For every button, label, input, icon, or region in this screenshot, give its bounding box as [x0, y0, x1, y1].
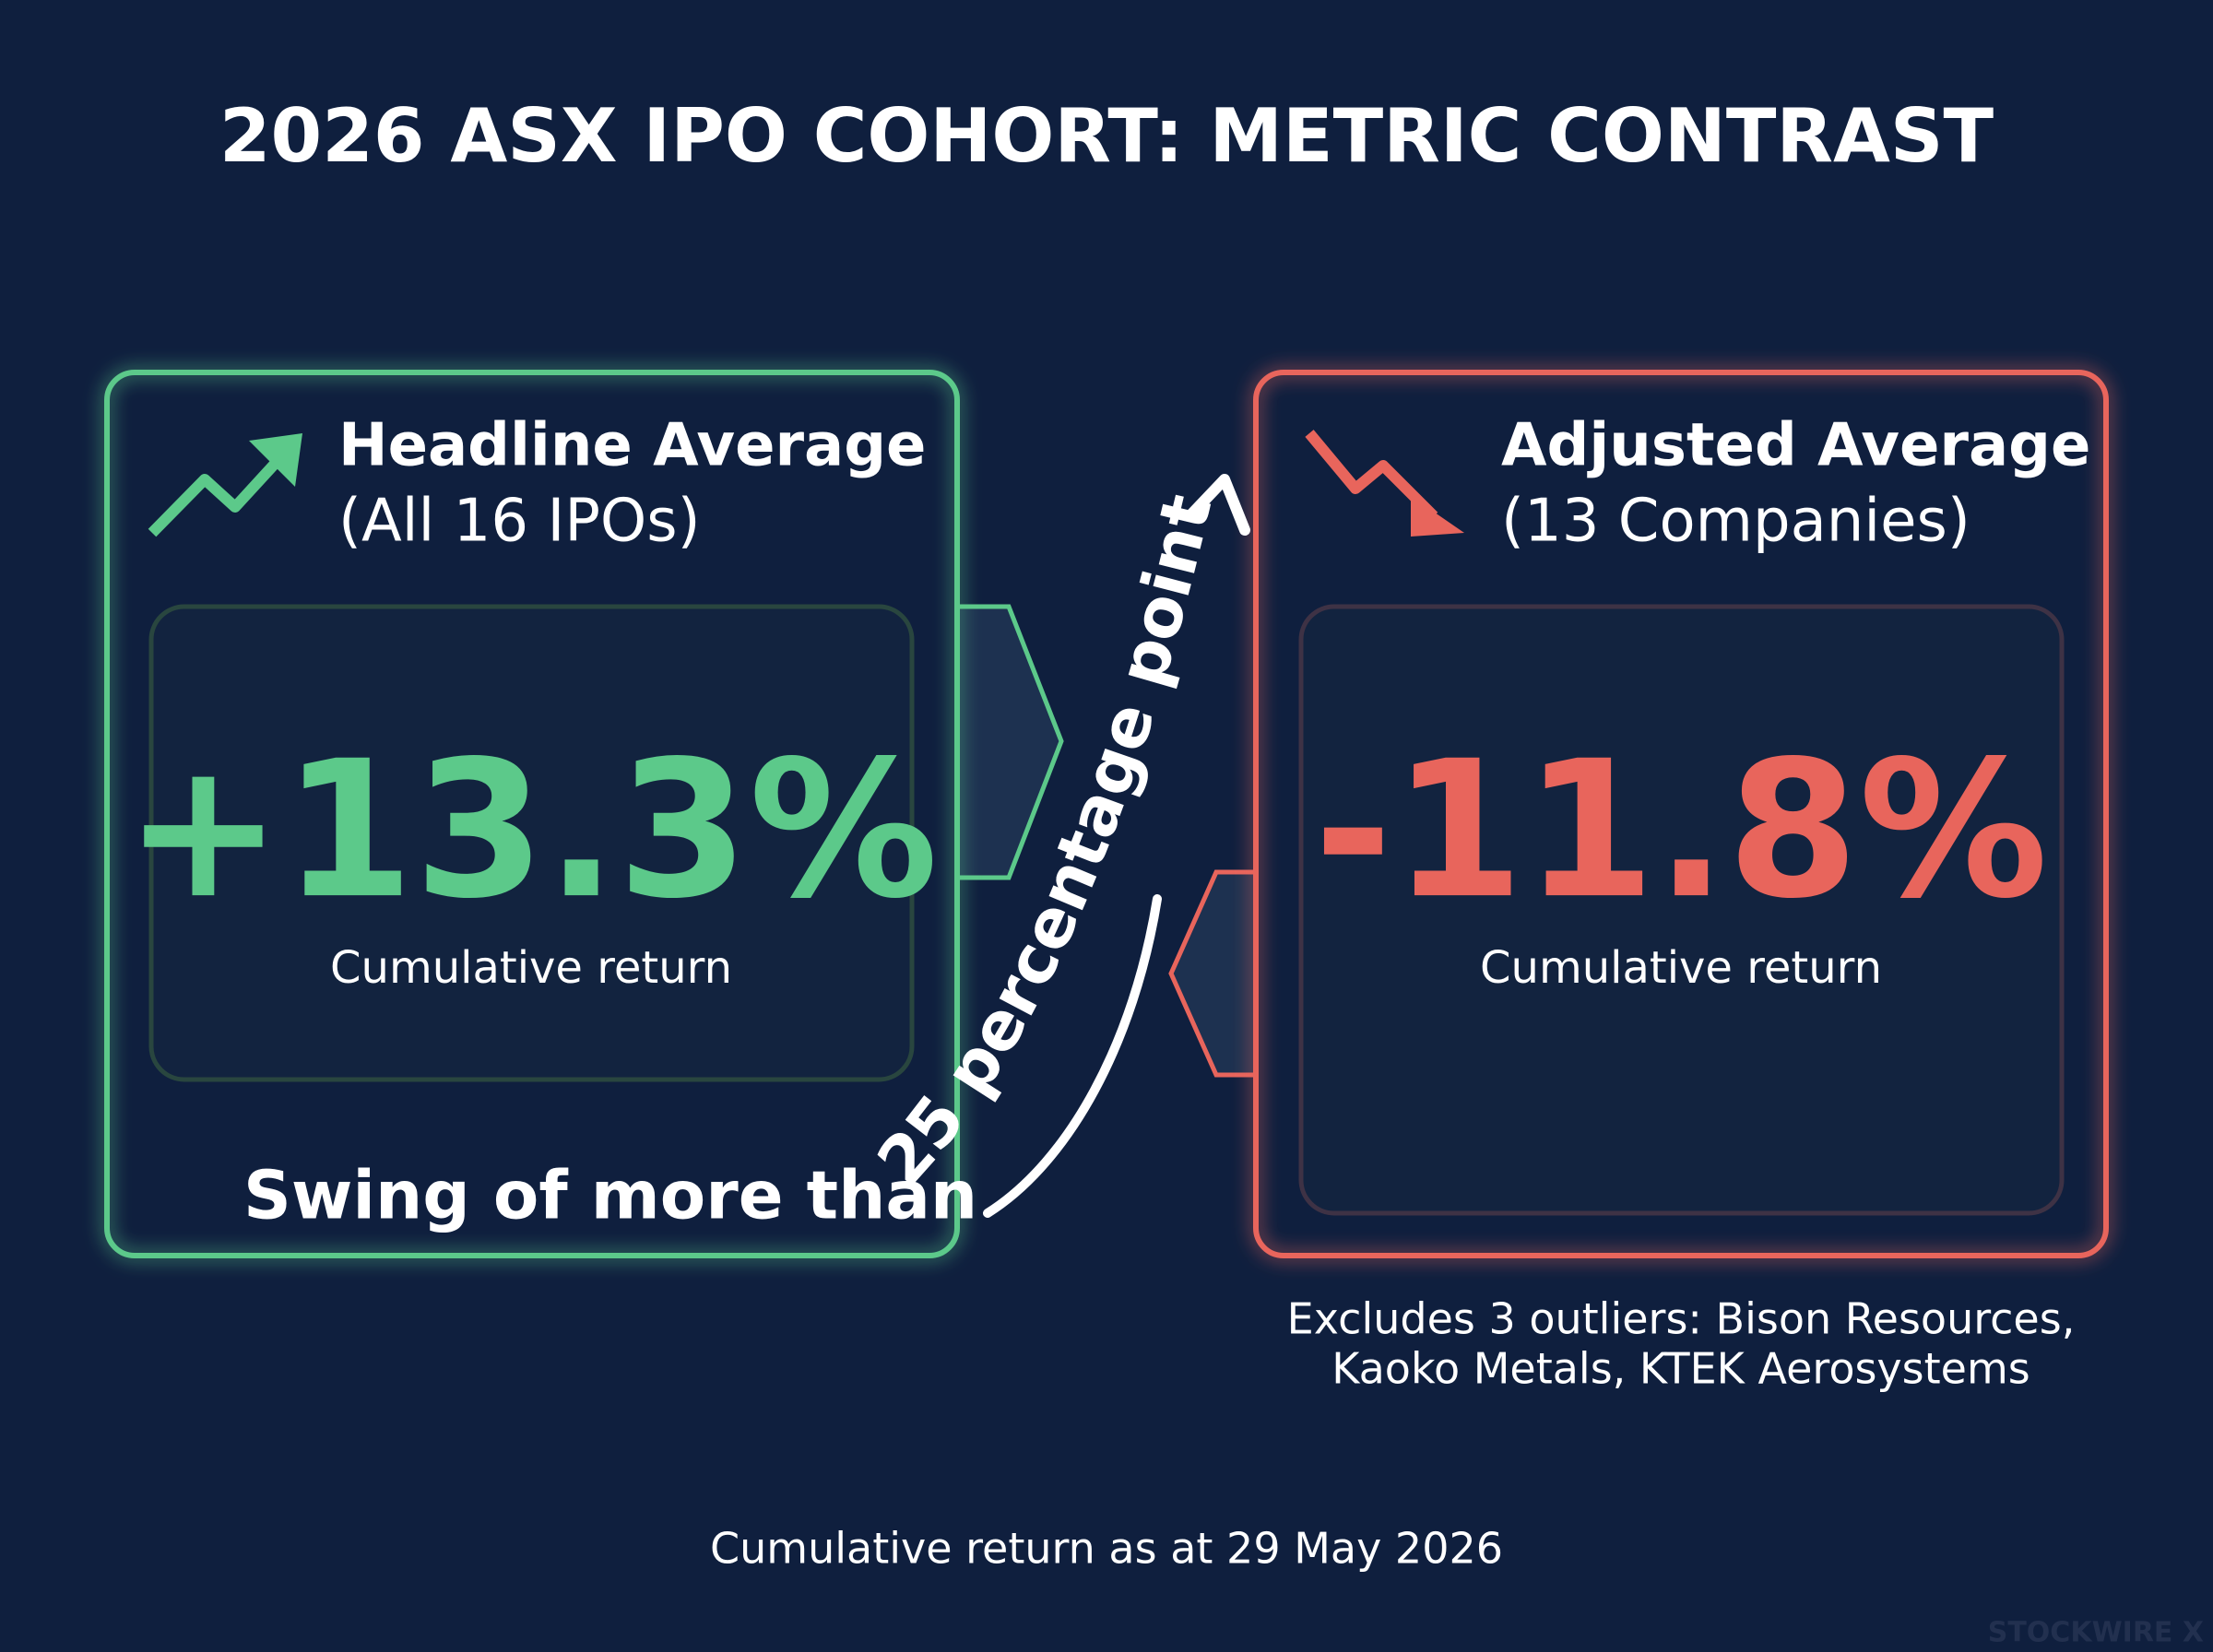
- card-subtitle: (All 16 IPOs): [338, 488, 701, 556]
- swing-arrow: [983, 894, 1162, 1218]
- card-title: Adjusted Average: [1501, 412, 2090, 480]
- down-icon-head: [1411, 496, 1464, 537]
- card-border: [104, 370, 960, 1258]
- card-subtitle: (13 Companies): [1501, 488, 1970, 556]
- card-border: [1253, 370, 2109, 1258]
- up-icon: [148, 447, 290, 537]
- card-title: Headline Average: [338, 412, 926, 480]
- down-icon: [1305, 430, 1438, 521]
- value: +13.3%: [124, 721, 939, 940]
- value: -11.8%: [1314, 721, 2048, 940]
- up-icon-head: [249, 433, 302, 487]
- watermark: STOCKWIRE X: [1988, 1617, 2204, 1649]
- headline-card: Headline Average (All 16 IPOs) +13.3% Cu…: [104, 370, 1064, 1258]
- swing-arrow-head: [1184, 474, 1250, 536]
- connector: [957, 604, 1064, 880]
- inner-box: [148, 604, 915, 1082]
- title: 2026 ASX IPO COHORT: METRIC CONTRAST: [219, 93, 1994, 179]
- connector: [1168, 869, 1256, 1078]
- adjusted-card: Adjusted Average (13 Companies) -11.8% C…: [1168, 370, 2109, 1258]
- swing-lead: Swing of more than: [243, 1157, 977, 1234]
- value-label: Cumulative return: [330, 942, 732, 994]
- note-line: Excludes 3 outliers: Bison Resources,: [1287, 1294, 2076, 1344]
- footer: Cumulative return as at 29 May 2026: [710, 1524, 1503, 1574]
- note-line: Kaoko Metals, KTEK Aerosystems: [1331, 1344, 2030, 1394]
- value-label: Cumulative return: [1480, 942, 1882, 994]
- inner-box: [1298, 604, 2065, 1216]
